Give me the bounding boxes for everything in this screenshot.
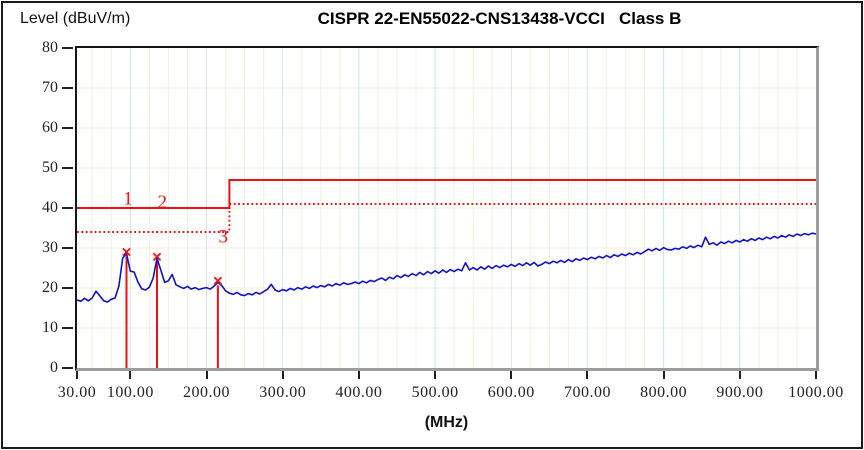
plot-area: 1 2 3 xyxy=(75,46,819,371)
x-tick-label: 400.00 xyxy=(335,384,383,401)
x-tick-label: 800.00 xyxy=(640,384,688,401)
y-tick-mark xyxy=(62,127,73,129)
y-tick-mark xyxy=(62,367,73,369)
peak-x-icon xyxy=(213,276,223,286)
chart-canvas: 1 2 3 xyxy=(77,48,816,368)
limit-label-3: 3 xyxy=(219,226,229,247)
x-tick-mark xyxy=(815,371,817,379)
peak-drop-lines xyxy=(125,256,219,368)
y-tick-mark xyxy=(62,287,73,289)
x-tick-mark xyxy=(738,371,741,379)
peak-markers xyxy=(122,247,223,286)
x-tick-mark xyxy=(662,371,665,379)
limit-label-2: 2 xyxy=(158,192,168,213)
y-tick-label: 20 xyxy=(42,279,58,296)
quasi-peak-limit xyxy=(77,179,816,209)
y-tick-label: 70 xyxy=(42,79,58,96)
y-tick-label: 40 xyxy=(42,199,58,216)
y-tick-label: 10 xyxy=(42,319,58,336)
x-tick-mark xyxy=(510,371,513,379)
x-tick-mark xyxy=(357,371,360,379)
y-tick-label: 50 xyxy=(42,159,58,176)
y-tick-mark xyxy=(62,47,73,49)
peak-x-icon xyxy=(122,247,131,257)
chart-title: CISPR 22-EN55022-CNS13438-VCCI Class B xyxy=(317,9,682,28)
x-tick-label: 300.00 xyxy=(259,384,307,401)
y-tick-label: 60 xyxy=(42,119,58,136)
limit-annotations: 1 2 3 xyxy=(123,188,228,247)
limit-lines xyxy=(77,179,816,233)
y-tick-label: 0 xyxy=(50,359,58,376)
x-tick-mark xyxy=(129,371,132,379)
y-tick-label: 30 xyxy=(42,239,58,256)
x-tick-mark xyxy=(434,371,437,379)
x-tick-label: 100.00 xyxy=(106,384,154,401)
measured-trace xyxy=(77,232,816,303)
average-limit xyxy=(77,203,816,233)
x-tick-label: 900.00 xyxy=(716,384,764,401)
x-tick-label: 700.00 xyxy=(563,384,611,401)
x-tick-mark xyxy=(205,371,208,379)
x-tick-mark xyxy=(281,371,284,379)
x-tick-mark xyxy=(76,371,78,379)
x-tick-label: 1000.00 xyxy=(788,384,844,401)
y-tick-mark xyxy=(62,207,73,209)
x-tick-label: 30.00 xyxy=(57,384,97,401)
x-tick-label: 200.00 xyxy=(183,384,230,401)
x-tick-label: 500.00 xyxy=(411,384,459,401)
limit-label-1: 1 xyxy=(123,188,133,209)
x-tick-label: 600.00 xyxy=(487,384,535,401)
y-tick-mark xyxy=(62,247,73,249)
peak-x-icon xyxy=(152,252,162,262)
y-axis-title: Level (dBuV/m) xyxy=(20,10,131,27)
x-axis-label: (MHz) xyxy=(424,414,469,431)
x-tick-mark xyxy=(586,371,589,379)
y-tick-label: 80 xyxy=(42,39,58,56)
y-tick-mark xyxy=(62,167,73,169)
y-tick-mark xyxy=(62,87,73,89)
y-tick-mark xyxy=(62,327,73,329)
